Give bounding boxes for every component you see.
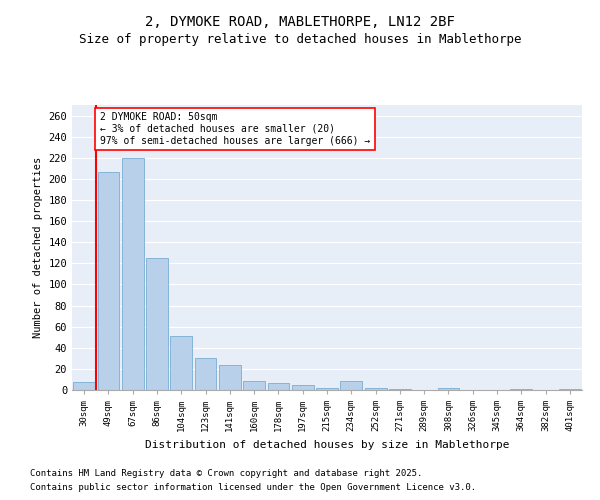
Y-axis label: Number of detached properties: Number of detached properties <box>33 157 43 338</box>
Bar <box>97 172 119 390</box>
Bar <box>268 382 289 390</box>
Bar <box>437 388 460 390</box>
Bar <box>194 358 217 390</box>
Bar <box>170 336 192 390</box>
Text: 2 DYMOKE ROAD: 50sqm
← 3% of detached houses are smaller (20)
97% of semi-detach: 2 DYMOKE ROAD: 50sqm ← 3% of detached ho… <box>100 112 370 146</box>
Bar <box>559 389 581 390</box>
Bar <box>243 380 265 390</box>
Bar <box>316 388 338 390</box>
Bar <box>365 388 386 390</box>
Text: Contains HM Land Registry data © Crown copyright and database right 2025.: Contains HM Land Registry data © Crown c… <box>30 468 422 477</box>
Bar <box>73 382 95 390</box>
Text: Size of property relative to detached houses in Mablethorpe: Size of property relative to detached ho… <box>79 32 521 46</box>
Bar <box>511 389 532 390</box>
Bar <box>219 364 241 390</box>
Bar <box>340 380 362 390</box>
Text: 2, DYMOKE ROAD, MABLETHORPE, LN12 2BF: 2, DYMOKE ROAD, MABLETHORPE, LN12 2BF <box>145 15 455 29</box>
Bar <box>292 384 314 390</box>
Bar <box>122 158 143 390</box>
X-axis label: Distribution of detached houses by size in Mablethorpe: Distribution of detached houses by size … <box>145 440 509 450</box>
Text: Contains public sector information licensed under the Open Government Licence v3: Contains public sector information licen… <box>30 484 476 492</box>
Bar <box>146 258 168 390</box>
Bar <box>389 389 411 390</box>
